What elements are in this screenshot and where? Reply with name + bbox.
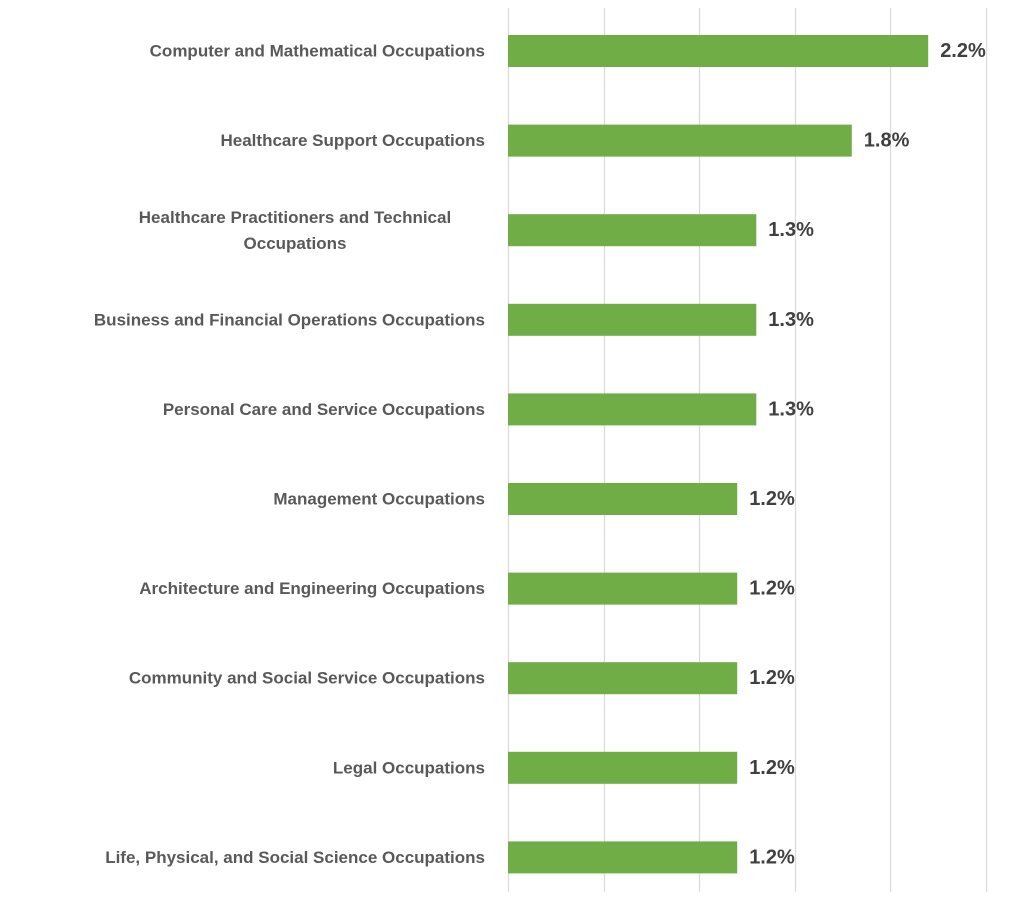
data-label: 2.2% xyxy=(940,40,986,62)
category-label: Computer and Mathematical Occupations xyxy=(150,42,485,61)
bar xyxy=(508,124,852,157)
bar xyxy=(508,35,929,67)
bar xyxy=(508,572,738,605)
data-label: 1.3% xyxy=(768,398,814,420)
category-label: Legal Occupations xyxy=(333,758,485,777)
data-label: 1.3% xyxy=(768,309,814,331)
data-label: 1.2% xyxy=(749,488,795,510)
category-label: Architecture and Engineering Occupations xyxy=(139,579,485,598)
bar xyxy=(508,841,738,874)
data-label: 1.8% xyxy=(864,130,910,152)
bar xyxy=(508,303,757,336)
bar xyxy=(508,393,757,426)
bars xyxy=(508,35,929,874)
data-label: 1.3% xyxy=(768,219,814,241)
bar xyxy=(508,483,738,515)
category-label: Healthcare Support Occupations xyxy=(221,131,486,150)
category-label: Management Occupations xyxy=(273,490,485,509)
bar xyxy=(508,214,757,247)
bar xyxy=(508,751,738,784)
category-label: Life, Physical, and Social Science Occup… xyxy=(105,848,485,867)
category-label: Business and Financial Operations Occupa… xyxy=(94,310,485,329)
category-labels: Computer and Mathematical Occupations Hea… xyxy=(94,42,485,867)
data-label: 1.2% xyxy=(749,667,795,689)
data-label: 1.2% xyxy=(749,578,795,600)
category-label: Personal Care and Service Occupations xyxy=(163,400,485,419)
data-label: 1.2% xyxy=(749,757,795,779)
category-label: Community and Social Service Occupations xyxy=(129,669,485,688)
value-labels: 2.2% 1.8% 1.3% 1.3% 1.3% 1.2% 1.2% 1.2% 1.2% 1.2% xyxy=(749,40,986,868)
data-label: 1.2% xyxy=(749,846,795,868)
bar xyxy=(508,662,738,695)
category-label: Healthcare Practitioners and Technical Oc… xyxy=(139,208,451,253)
